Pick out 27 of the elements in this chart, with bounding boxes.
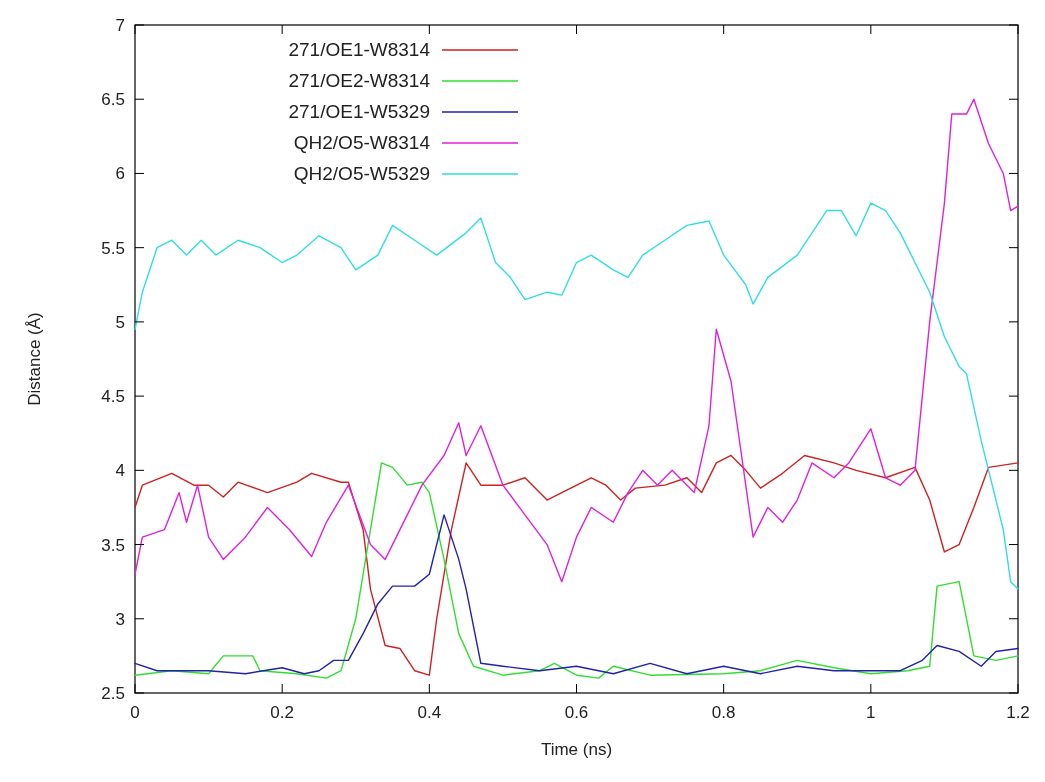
y-tick-label: 7: [115, 16, 125, 35]
x-tick-label: 0.4: [417, 703, 442, 722]
line-series: [134, 514, 1019, 675]
y-tick-label: 6.5: [101, 90, 125, 110]
y-axis-title: Distance (Å): [25, 312, 44, 406]
legend-label: 271/OE2-W8314: [288, 70, 431, 91]
line-series: [134, 98, 1019, 583]
x-tick-label: 1: [866, 703, 876, 722]
x-tick-label: 0.2: [270, 703, 294, 722]
y-tick-label: 3: [115, 609, 125, 629]
y-tick-label: 3.5: [101, 535, 125, 555]
line-series: [134, 202, 1019, 590]
x-axis-title: Time (ns): [540, 740, 613, 759]
y-tick-label: 2.5: [101, 684, 125, 703]
legend-label: QH2/O5-W5329: [293, 163, 430, 184]
legend-label: QH2/O5-W8314: [293, 132, 431, 153]
y-tick-label: 5.5: [101, 238, 125, 258]
legend-label: 271/OE1-W8314: [288, 39, 431, 60]
x-tick-label: 1.2: [1006, 703, 1030, 722]
y-tick-label: 4.5: [101, 387, 125, 407]
legend-label: 271/OE1-W5329: [288, 101, 430, 122]
y-tick-label: 4: [115, 461, 125, 481]
x-tick-label: 0.6: [564, 703, 589, 722]
x-tick-label: 0.8: [711, 703, 736, 722]
y-tick-label: 6: [115, 164, 125, 184]
x-tick-label: 0: [130, 703, 140, 722]
y-tick-label: 5: [115, 312, 125, 332]
